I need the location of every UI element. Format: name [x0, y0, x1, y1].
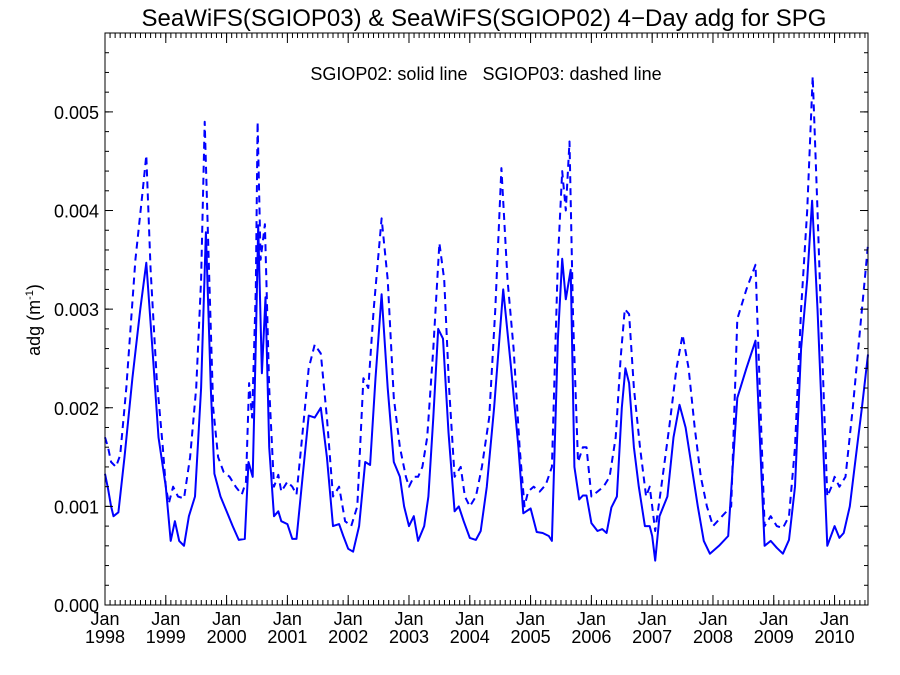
x-tick-label-year: 1999: [146, 627, 186, 647]
x-tick-label-month: Jan: [638, 609, 667, 629]
x-tick-label-month: Jan: [273, 609, 302, 629]
x-tick-label-month: Jan: [90, 609, 119, 629]
x-tick-label-year: 2007: [632, 627, 672, 647]
x-tick-label-year: 2004: [450, 627, 490, 647]
series-style-annotation: SGIOP02: solid line SGIOP03: dashed line: [310, 64, 661, 84]
y-tick-label: 0.005: [54, 103, 99, 123]
x-tick-label-month: Jan: [212, 609, 241, 629]
x-tick-label-month: Jan: [820, 609, 849, 629]
x-tick-label-year: 2009: [754, 627, 794, 647]
plot-frame: [104, 32, 869, 606]
x-tick-label-year: 2001: [267, 627, 307, 647]
series-line-sgiop02: [104, 199, 869, 562]
x-tick-label-year: 2002: [328, 627, 368, 647]
axes: 0.0000.0010.0020.0030.0040.005Jan1998Jan…: [54, 32, 868, 647]
x-tick-label-month: Jan: [759, 609, 788, 629]
series-layer: [104, 75, 869, 562]
x-tick-label-year: 2000: [207, 627, 247, 647]
x-tick-label-month: Jan: [516, 609, 545, 629]
chart-title: SeaWiFS(SGIOP03) & SeaWiFS(SGIOP02) 4−Da…: [142, 5, 827, 32]
x-tick-label-month: Jan: [455, 609, 484, 629]
y-tick-label: 0.001: [54, 497, 99, 517]
y-axis-label-superscript: -1: [24, 290, 36, 300]
y-axis-label-end: ): [24, 284, 44, 290]
x-tick-label-year: 2005: [511, 627, 551, 647]
y-tick-label: 0.000: [54, 596, 99, 616]
y-axis-label: adg (m-1): [24, 284, 44, 356]
y-tick-label: 0.002: [54, 399, 99, 419]
x-tick-label-month: Jan: [577, 609, 606, 629]
x-tick-label-month: Jan: [698, 609, 727, 629]
x-tick-label-year: 2006: [571, 627, 611, 647]
y-axis-label-main: adg (m: [24, 300, 44, 356]
x-tick-label-year: 2010: [815, 627, 855, 647]
y-tick-label: 0.003: [54, 300, 99, 320]
x-tick-label-year: 2003: [389, 627, 429, 647]
x-tick-label-month: Jan: [394, 609, 423, 629]
y-tick-label: 0.004: [54, 202, 99, 222]
x-tick-label-year: 1998: [85, 627, 125, 647]
x-tick-label-year: 2008: [693, 627, 733, 647]
x-tick-label-month: Jan: [334, 609, 363, 629]
series-line-sgiop03: [104, 75, 869, 532]
x-tick-label-month: Jan: [151, 609, 180, 629]
